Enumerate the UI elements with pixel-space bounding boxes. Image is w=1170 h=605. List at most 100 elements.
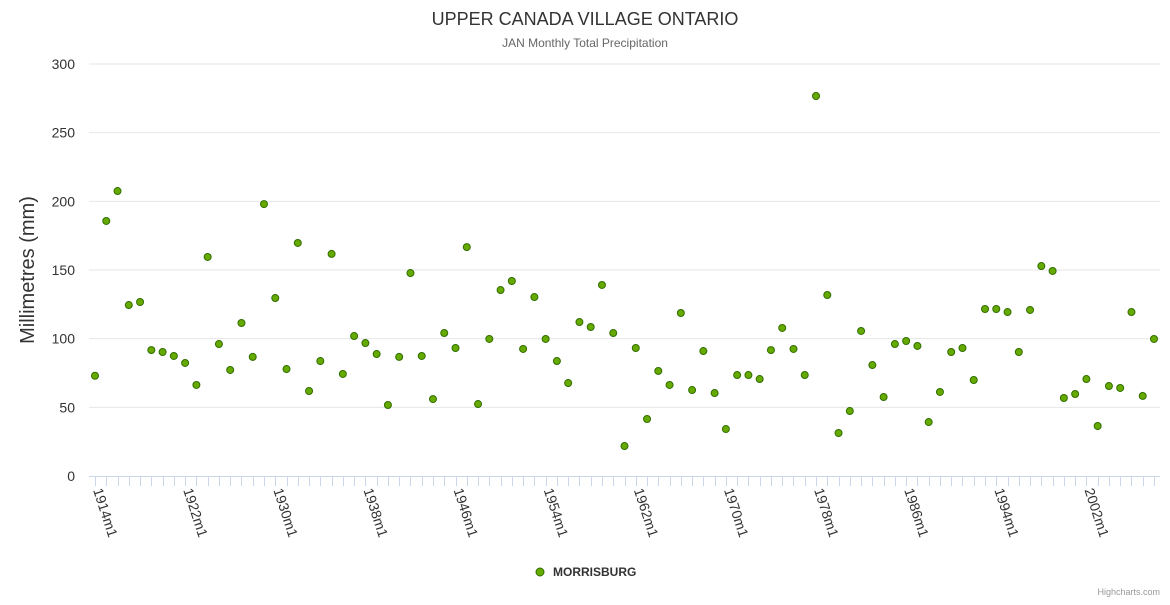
data-point[interactable] xyxy=(282,365,291,374)
data-point[interactable] xyxy=(890,340,899,349)
data-point[interactable] xyxy=(530,293,539,302)
data-point[interactable] xyxy=(654,366,663,375)
data-point[interactable] xyxy=(507,276,516,285)
data-point[interactable] xyxy=(631,344,640,353)
data-point[interactable] xyxy=(564,379,573,388)
data-point[interactable] xyxy=(350,332,359,341)
data-point[interactable] xyxy=(665,380,674,389)
data-point[interactable] xyxy=(789,344,798,353)
data-point[interactable] xyxy=(778,323,787,332)
x-tick-label: 1938m1 xyxy=(361,486,392,539)
data-point[interactable] xyxy=(496,286,505,295)
credits-link[interactable]: Highcharts.com xyxy=(1097,587,1160,597)
data-point[interactable] xyxy=(947,347,956,356)
data-point[interactable] xyxy=(744,371,753,380)
data-point[interactable] xyxy=(259,200,268,209)
data-point[interactable] xyxy=(609,329,618,338)
data-point[interactable] xyxy=(1037,262,1046,271)
data-point[interactable] xyxy=(1026,305,1035,314)
data-point[interactable] xyxy=(519,344,528,353)
data-point[interactable] xyxy=(383,400,392,409)
data-point[interactable] xyxy=(237,319,246,328)
data-point[interactable] xyxy=(834,429,843,438)
data-point[interactable] xyxy=(327,249,336,258)
data-point[interactable] xyxy=(924,418,933,427)
data-point[interactable] xyxy=(361,339,370,348)
data-point[interactable] xyxy=(958,344,967,353)
data-point[interactable] xyxy=(124,301,133,310)
legend-item-morrisburg[interactable]: MORRISBURG xyxy=(535,565,636,579)
data-point[interactable] xyxy=(766,346,775,355)
data-point[interactable] xyxy=(147,346,156,355)
data-point[interactable] xyxy=(169,351,178,360)
data-point[interactable] xyxy=(1127,308,1136,317)
data-point[interactable] xyxy=(868,361,877,370)
data-point[interactable] xyxy=(755,375,764,384)
data-point[interactable] xyxy=(857,326,866,335)
data-point[interactable] xyxy=(1082,375,1091,384)
data-point[interactable] xyxy=(969,376,978,385)
data-point[interactable] xyxy=(1093,422,1102,431)
data-point[interactable] xyxy=(158,347,167,356)
data-point[interactable] xyxy=(710,389,719,398)
data-point[interactable] xyxy=(597,280,606,289)
data-point[interactable] xyxy=(192,380,201,389)
y-tick-label: 100 xyxy=(52,331,76,347)
data-point[interactable] xyxy=(1014,347,1023,356)
data-point[interactable] xyxy=(440,329,449,338)
data-point[interactable] xyxy=(271,294,280,303)
data-point[interactable] xyxy=(721,425,730,434)
data-point[interactable] xyxy=(338,369,347,378)
data-point[interactable] xyxy=(913,341,922,350)
data-point[interactable] xyxy=(552,357,561,366)
data-point[interactable] xyxy=(305,386,314,395)
data-point[interactable] xyxy=(248,352,257,361)
data-point[interactable] xyxy=(845,407,854,416)
data-point[interactable] xyxy=(902,337,911,346)
data-point[interactable] xyxy=(406,269,415,278)
data-point[interactable] xyxy=(800,371,809,380)
data-point[interactable] xyxy=(575,318,584,327)
data-point[interactable] xyxy=(451,344,460,353)
data-point[interactable] xyxy=(136,297,145,306)
data-point[interactable] xyxy=(428,395,437,404)
data-point[interactable] xyxy=(226,365,235,374)
data-point[interactable] xyxy=(181,358,190,367)
data-point[interactable] xyxy=(462,243,471,252)
data-point[interactable] xyxy=(1150,334,1158,343)
data-point[interactable] xyxy=(699,347,708,356)
data-point[interactable] xyxy=(676,308,685,317)
data-point[interactable] xyxy=(417,351,426,360)
data-point[interactable] xyxy=(541,334,550,343)
data-point[interactable] xyxy=(1138,391,1147,400)
data-point[interactable] xyxy=(620,442,629,451)
data-point[interactable] xyxy=(992,305,1001,314)
data-point[interactable] xyxy=(214,340,223,349)
data-point[interactable] xyxy=(113,187,122,196)
data-point[interactable] xyxy=(981,305,990,314)
data-point[interactable] xyxy=(395,352,404,361)
data-point[interactable] xyxy=(316,357,325,366)
data-point[interactable] xyxy=(91,371,99,380)
data-point[interactable] xyxy=(1116,383,1125,392)
data-point[interactable] xyxy=(1003,308,1012,317)
data-point[interactable] xyxy=(879,393,888,402)
data-point[interactable] xyxy=(1104,382,1113,391)
data-point[interactable] xyxy=(688,386,697,395)
data-point[interactable] xyxy=(102,216,111,225)
data-point[interactable] xyxy=(1059,393,1068,402)
data-point[interactable] xyxy=(1048,266,1057,275)
data-point[interactable] xyxy=(586,322,595,331)
data-point[interactable] xyxy=(733,371,742,380)
data-point[interactable] xyxy=(935,387,944,396)
data-point[interactable] xyxy=(293,238,302,247)
data-point[interactable] xyxy=(643,415,652,424)
data-point[interactable] xyxy=(203,252,212,261)
data-point[interactable] xyxy=(823,290,832,299)
data-point[interactable] xyxy=(812,91,821,100)
y-tick-label: 200 xyxy=(52,193,76,209)
data-point[interactable] xyxy=(474,400,483,409)
data-point[interactable] xyxy=(1071,390,1080,399)
data-point[interactable] xyxy=(372,350,381,359)
data-point[interactable] xyxy=(485,334,494,343)
